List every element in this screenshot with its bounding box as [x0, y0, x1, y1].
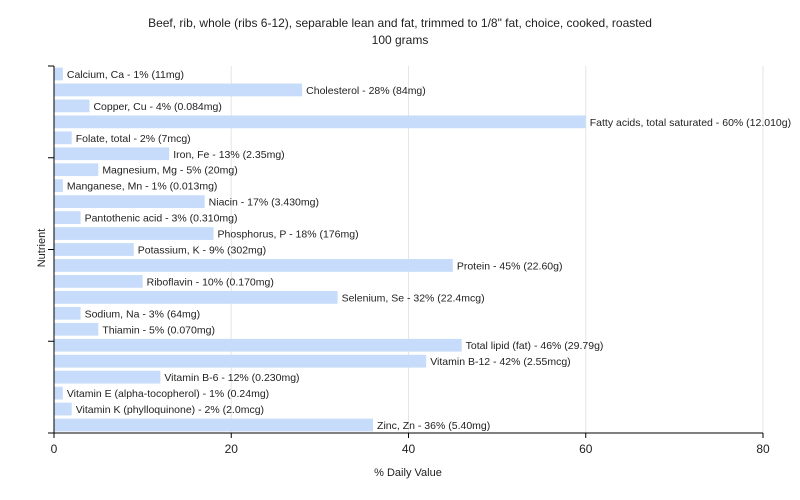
bar-9: [54, 211, 81, 224]
bar-label-1: Cholesterol - 28% (84mg): [306, 85, 426, 97]
bar-16: [54, 322, 99, 336]
bar-3: [54, 115, 586, 129]
bar-label-17: Total lipid (fat) - 46% (29.79g): [466, 340, 604, 352]
bar-1: [54, 83, 303, 97]
bar-5: [54, 147, 170, 161]
bar-4: [54, 131, 72, 145]
bar-11: [54, 243, 134, 256]
bar-label-22: Zinc, Zn - 36% (5.40mg): [377, 420, 490, 432]
bar-20: [54, 386, 63, 400]
bar-label-14: Selenium, Se - 32% (22.4mcg): [342, 292, 485, 304]
bar-7: [54, 179, 63, 193]
bar-label-19: Vitamin B-6 - 12% (0.230mg): [164, 372, 299, 384]
y-axis-label: Nutrient: [36, 229, 48, 268]
bar-17: [54, 338, 462, 352]
bar-12: [54, 259, 453, 272]
bar-label-2: Copper, Cu - 4% (0.084mg): [93, 101, 221, 113]
bar-label-4: Folate, total - 2% (7mcg): [76, 133, 191, 145]
bar-label-12: Protein - 45% (22.60g): [457, 260, 563, 272]
bar-8: [54, 195, 205, 209]
axes: 0 20 40 60 80: [48, 65, 770, 456]
x-tick-label-2: 40: [402, 442, 416, 456]
bar-label-20: Vitamin E (alpha-tocopherol) - 1% (0.24m…: [67, 388, 269, 400]
bar-10: [54, 227, 214, 240]
x-tick-label-4: 80: [756, 442, 770, 456]
bar-label-11: Potassium, K - 9% (302mg): [138, 245, 266, 257]
bars: Calcium, Ca - 1% (11mg) Cholesterol - 28%…: [54, 67, 791, 432]
bar-0: [54, 67, 63, 81]
bar-15: [54, 306, 81, 320]
bar-label-15: Sodium, Na - 3% (64mg): [85, 308, 201, 320]
bar-label-13: Riboflavin - 10% (0.170mg): [147, 276, 274, 288]
bar-label-3: Fatty acids, total saturated - 60% (12.0…: [590, 117, 791, 129]
bar-label-7: Manganese, Mn - 1% (0.013mg): [67, 181, 218, 193]
x-tick-label-1: 20: [225, 442, 239, 456]
x-tick-label-0: 0: [51, 442, 58, 456]
bar-label-18: Vitamin B-12 - 42% (2.55mcg): [430, 356, 570, 368]
bar-13: [54, 275, 143, 288]
bar-label-0: Calcium, Ca - 1% (11mg): [67, 69, 184, 81]
bar-label-21: Vitamin K (phylloquinone) - 2% (2.0mcg): [76, 404, 264, 416]
x-tick-label-3: 60: [579, 442, 593, 456]
bar-6: [54, 163, 99, 177]
bar-label-6: Magnesium, Mg - 5% (20mg): [102, 165, 237, 177]
bar-2: [54, 99, 90, 113]
bar-18: [54, 354, 427, 368]
bar-label-9: Pantothenic acid - 3% (0.310mg): [85, 213, 238, 225]
bar-14: [54, 290, 338, 304]
x-axis-label: % Daily Value: [374, 467, 442, 479]
bar-label-16: Thiamin - 5% (0.070mg): [102, 324, 215, 336]
bar-label-10: Phosphorus, P - 18% (176mg): [218, 229, 359, 241]
bar-label-8: Niacin - 17% (3.430mg): [209, 197, 319, 209]
bar-19: [54, 370, 161, 384]
bar-22: [54, 418, 374, 432]
chart-subtitle: 100 grams: [372, 33, 429, 47]
chart-title: Beef, rib, whole (ribs 6-12), separable …: [148, 16, 652, 30]
bar-21: [54, 402, 72, 416]
bar-label-5: Iron, Fe - 13% (2.35mg): [173, 149, 284, 161]
